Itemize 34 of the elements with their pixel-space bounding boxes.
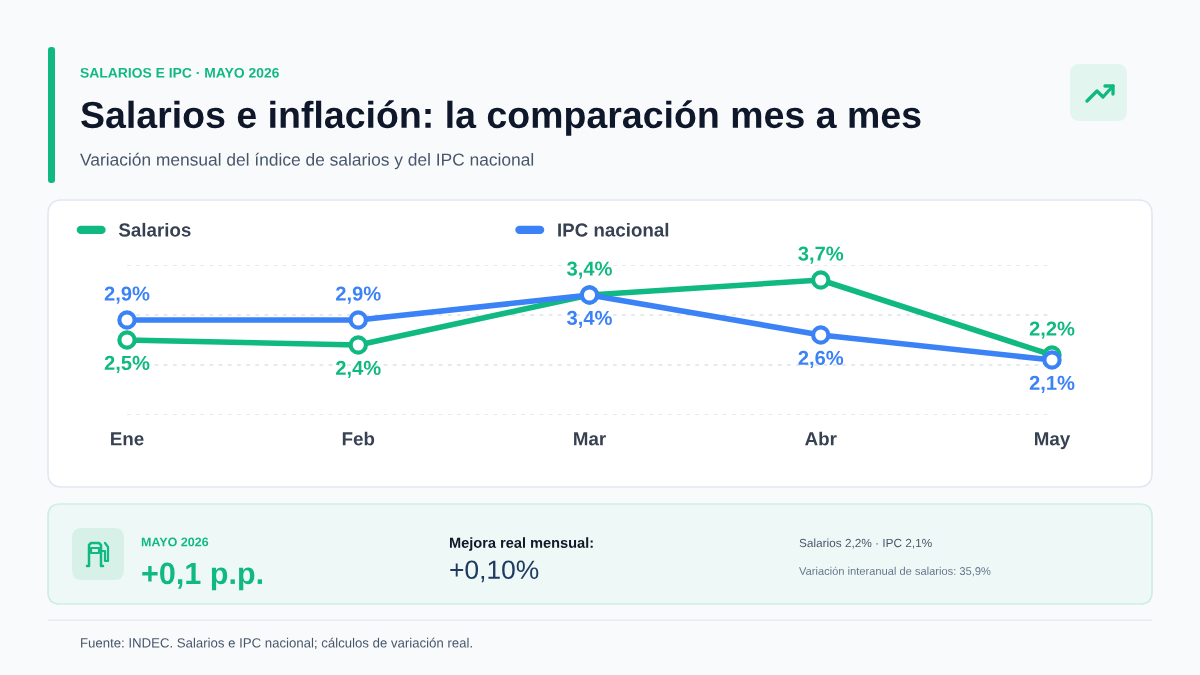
data-label: 2,1% — [1029, 375, 1075, 393]
x-tick-label: Mar — [574, 432, 606, 446]
text: MAYO 2026 — [141, 537, 209, 547]
chart-subtitle: Variación mensual del índice de salarios y del IPC nacional — [80, 152, 534, 170]
text: SALARIOS E IPC · MAYO 2026 — [80, 67, 279, 78]
x-tick-label: Abr — [805, 431, 837, 446]
data-label: 2,6% — [798, 350, 844, 368]
point — [348, 310, 368, 330]
x-tick-label: May — [1035, 432, 1071, 450]
point — [811, 270, 831, 290]
point — [811, 325, 831, 345]
legend-label: IPC nacional — [558, 222, 669, 237]
text: Salarios 2,2% · IPC 2,1% — [799, 538, 932, 549]
text: +0,1 p.p. — [142, 562, 263, 591]
legend-label: Salarios — [118, 222, 191, 237]
point — [117, 310, 137, 330]
data-label: 3,7% — [798, 246, 844, 264]
data-label: 2,5% — [104, 355, 150, 373]
data-label: 2,9% — [336, 286, 381, 304]
point — [348, 335, 368, 355]
text: Variación interanual de salarios: 35,9% — [799, 566, 991, 577]
x-tick-label: Feb — [342, 431, 375, 446]
data-label: 2,2% — [1029, 321, 1075, 339]
text: +0,10% — [450, 560, 539, 583]
point — [117, 330, 137, 350]
source-note: Fuente: INDEC. Salarios e IPC nacional; cálculos de variación real. — [81, 637, 472, 650]
data-label: 2,4% — [336, 360, 381, 378]
data-label: 3,4% — [567, 261, 612, 279]
data-label: 3,4% — [567, 310, 612, 328]
chart-title: Salarios e inflación: la comparación mes a mes — [81, 100, 921, 136]
point — [1042, 350, 1062, 370]
data-label: 2,9% — [104, 286, 150, 304]
x-tick-label: Ene — [111, 432, 144, 446]
text: Mejora real mensual: — [449, 537, 593, 551]
